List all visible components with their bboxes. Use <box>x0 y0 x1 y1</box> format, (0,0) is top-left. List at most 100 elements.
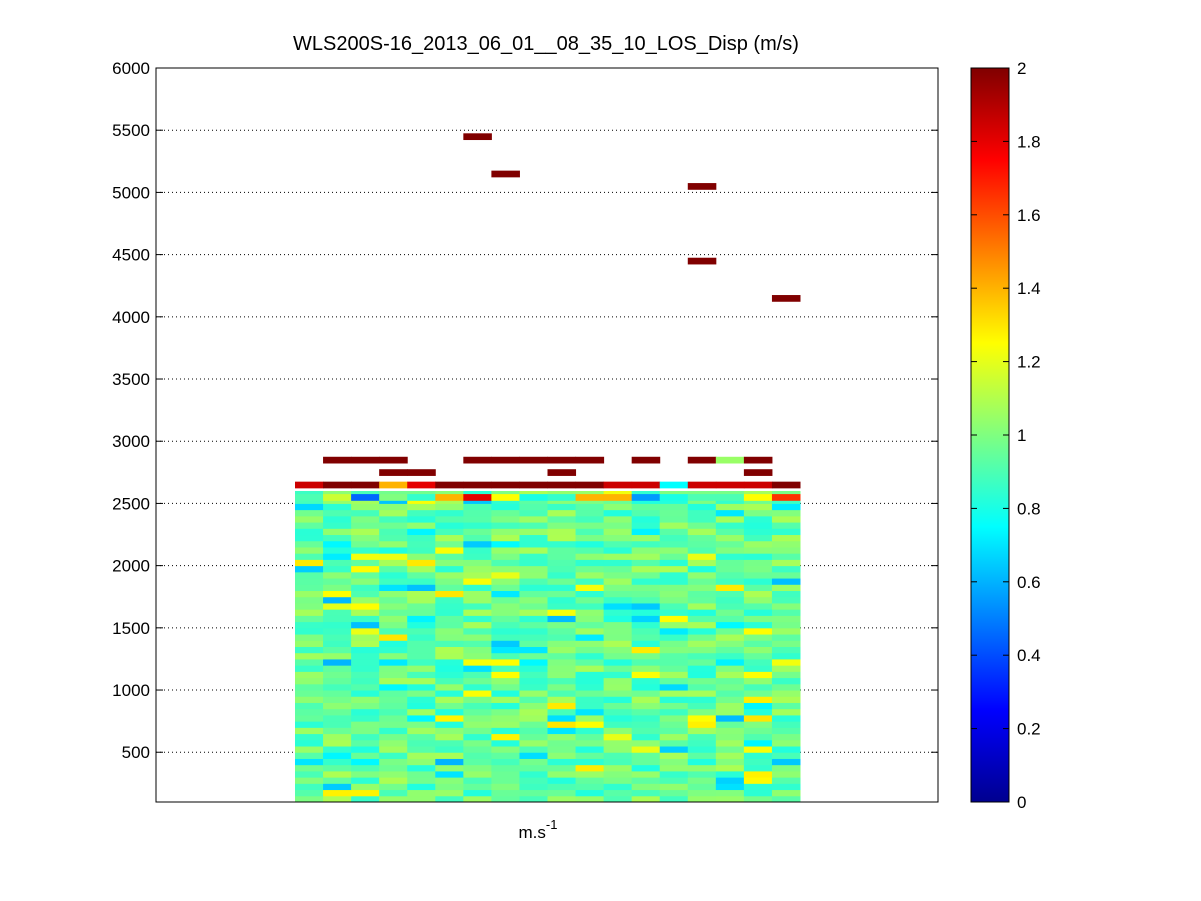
heatmap-cell <box>295 770 324 778</box>
heatmap-cell <box>435 789 464 797</box>
heatmap-cell <box>771 515 801 523</box>
heatmap-cell <box>603 671 633 679</box>
heatmap-cell <box>407 640 436 647</box>
heatmap-cell <box>631 596 661 604</box>
heatmap-cell <box>323 677 352 685</box>
heatmap-cell <box>603 559 633 567</box>
heatmap-cell <box>715 646 745 654</box>
heatmap-cell <box>351 683 380 691</box>
heatmap-cell <box>407 783 436 791</box>
heatmap-cell <box>575 534 605 542</box>
heatmap-cell <box>519 534 548 542</box>
heatmap-cell <box>407 714 436 722</box>
heatmap-cell <box>743 677 773 685</box>
heatmap-cell <box>575 621 605 629</box>
heatmap-cell <box>687 646 717 654</box>
heatmap-cell <box>519 758 548 766</box>
colorbar-tick-label: 0.8 <box>1017 499 1041 518</box>
heatmap-cell <box>631 752 661 759</box>
heatmap-cell <box>491 789 520 797</box>
heatmap-cell <box>379 733 408 741</box>
heatmap-cell <box>603 634 633 641</box>
heatmap-cell <box>603 708 633 716</box>
heatmap-cell <box>631 727 661 735</box>
heatmap-cell <box>771 503 801 511</box>
heatmap-cell <box>603 789 633 797</box>
heatmap-cell <box>687 183 717 190</box>
heatmap-cell <box>379 777 408 784</box>
heatmap-cell <box>323 596 352 604</box>
heatmap-cell <box>519 721 548 728</box>
heatmap-cell <box>491 671 520 679</box>
heatmap-cell <box>603 627 633 635</box>
heatmap-cell <box>715 481 745 489</box>
heatmap-cell <box>295 746 324 753</box>
heatmap-cell <box>435 534 464 542</box>
heatmap-cell <box>351 758 380 766</box>
heatmap-cell <box>379 652 408 660</box>
heatmap-cell <box>491 609 520 616</box>
heatmap-cell <box>379 456 408 464</box>
heatmap-cell <box>519 503 548 511</box>
heatmap-cell <box>295 534 324 542</box>
heatmap-cell <box>743 494 773 501</box>
heatmap-cell <box>575 708 605 716</box>
heatmap-cell <box>491 746 520 753</box>
heatmap-cell <box>295 602 324 610</box>
heatmap-cell <box>547 752 577 759</box>
heatmap-cell <box>631 528 661 536</box>
heatmap-cell <box>715 739 745 747</box>
heatmap-cell <box>379 746 408 753</box>
heatmap-cell <box>351 665 380 672</box>
heatmap-cell <box>351 540 380 548</box>
heatmap-cell <box>379 559 408 567</box>
heatmap-cell <box>435 522 464 529</box>
heatmap-cell <box>463 739 492 747</box>
heatmap-cell <box>407 752 436 759</box>
heatmap-cell <box>575 696 605 703</box>
heatmap-cell <box>379 739 408 747</box>
heatmap-cell <box>295 690 324 697</box>
heatmap-cell <box>491 752 520 759</box>
heatmap-cell <box>743 708 773 716</box>
heatmap-cell <box>659 503 689 511</box>
heatmap-cell <box>687 602 717 610</box>
heatmap-cell <box>771 584 801 592</box>
heatmap-cell <box>575 733 605 741</box>
heatmap-cell <box>435 652 464 660</box>
heatmap-cell <box>351 528 380 536</box>
heatmap-cell <box>659 559 689 567</box>
heatmap-cell <box>631 602 661 610</box>
heatmap-cell <box>351 690 380 697</box>
heatmap-cell <box>743 671 773 679</box>
heatmap-cell <box>631 665 661 672</box>
heatmap-cell <box>547 559 577 567</box>
colorbar-tick-label: 0.4 <box>1017 646 1041 665</box>
heatmap-cell <box>351 658 380 666</box>
heatmap-cell <box>323 696 352 703</box>
heatmap-cell <box>771 609 801 616</box>
heatmap-cell <box>295 503 324 511</box>
heatmap-cell <box>743 503 773 511</box>
heatmap-cell <box>547 609 577 616</box>
heatmap-cell <box>295 590 324 598</box>
heatmap-cell <box>687 652 717 660</box>
heatmap-cell <box>379 481 408 489</box>
heatmap-cell <box>519 665 548 672</box>
heatmap-cell <box>351 783 380 791</box>
heatmap-cell <box>519 783 548 791</box>
heatmap-cell <box>379 721 408 728</box>
heatmap-cell <box>519 590 548 598</box>
heatmap-cell <box>407 540 436 548</box>
heatmap-cell <box>519 789 548 797</box>
heatmap-cell <box>659 696 689 703</box>
heatmap-cell <box>603 777 633 784</box>
heatmap-cell <box>519 683 548 691</box>
heatmap-cell <box>491 170 520 178</box>
heatmap-cell <box>407 559 436 567</box>
heatmap-cell <box>295 615 324 623</box>
heatmap-cell <box>407 590 436 598</box>
heatmap-cell <box>743 515 773 523</box>
heatmap-cell <box>631 764 661 772</box>
heatmap-cell <box>659 621 689 629</box>
